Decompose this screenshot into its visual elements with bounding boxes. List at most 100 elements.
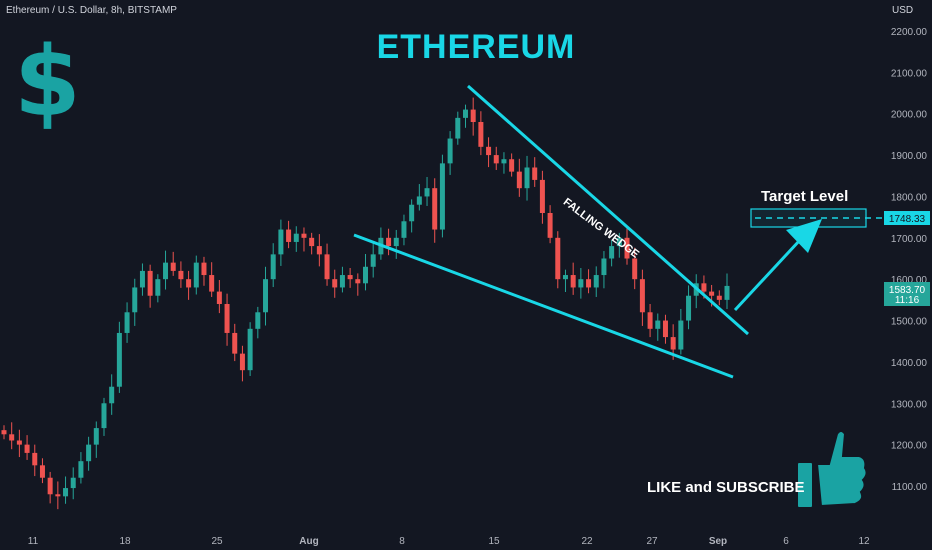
candle-body [355,279,361,284]
candle-body [309,237,315,247]
y-tick-label: 1800.00 [891,192,928,203]
arrow-up-right-icon [733,219,822,312]
candle-body [601,258,607,276]
y-tick-label: 1600.00 [891,275,928,286]
y-tick-label: 1500.00 [891,317,928,328]
x-tick-label: 12 [858,536,870,547]
candle-body [9,434,15,441]
candle-body [724,285,730,300]
candle-body [286,229,292,242]
candle-body [439,163,445,230]
candle-body [293,233,299,242]
candle-body [470,109,476,122]
y-tick-label: 1400.00 [891,358,928,369]
candle-body [301,233,307,238]
candle-body [539,179,545,213]
y-tick-label: 1100.00 [892,482,928,493]
candle-body [86,444,92,462]
svg-text:1748.33: 1748.33 [889,214,926,225]
candle-body [147,270,153,296]
x-tick-label: 8 [399,536,405,547]
candle-body [78,461,84,478]
candle-body [516,171,522,189]
x-tick-label: Sep [709,536,727,547]
candle-body [586,279,592,288]
candle-body [124,312,130,333]
candle-body [109,386,115,404]
y-tick-label: 2000.00 [891,110,928,121]
candle-body [178,270,184,280]
x-tick-label: 25 [211,536,223,547]
candle-body [701,283,707,292]
x-tick-label: 6 [783,536,789,547]
candle-body [486,146,492,156]
chart-title-text: ETHEREUM [376,28,576,66]
candle-body [332,279,338,288]
svg-text:11:16: 11:16 [895,295,920,306]
candle-body [616,237,622,247]
candle-body [139,270,145,288]
y-tick-label: 2100.00 [891,68,928,79]
candle-body [478,122,484,147]
candle-body [393,237,399,247]
candle-body [47,477,53,495]
candle-body [524,167,530,189]
candle-body [255,312,261,329]
candle-body [709,291,715,296]
svg-text:1583.70: 1583.70 [889,285,926,296]
x-tick-label: Aug [299,536,318,547]
candle-body [678,320,684,350]
candle-body [70,477,76,489]
candle-body [686,295,692,321]
candle-body [247,328,253,371]
target-price-tag: 1748.33 [884,211,930,225]
candle-body [224,304,230,333]
candle-body [532,167,538,180]
candle-body [562,275,568,280]
x-tick-label: 22 [581,536,593,547]
candle-body [163,262,169,280]
candle-body [493,155,499,164]
thumbs-up-icon [796,430,868,509]
y-tick-label: 1300.00 [891,399,928,410]
symbol-info: Ethereum / U.S. Dollar, 8h, BITSTAMP [6,5,177,16]
candle-body [370,254,376,267]
candle-body [432,188,438,230]
candle-body [347,275,353,280]
candle-body [386,237,392,247]
candles [1,97,730,510]
dollar-icon: $ [14,26,81,138]
candle-body [501,159,507,164]
candle-body [547,213,553,238]
candle-body [339,275,345,288]
time-axis: 11 18 25 Aug 8 15 22 27 Sep 6 12 [28,536,870,547]
wedge-upper-trendline [467,84,749,336]
candle-body [570,275,576,288]
currency-label: USD [892,5,914,16]
wedge-lower-trendline [353,233,734,379]
candle-body [316,246,322,255]
candle-body [662,320,668,338]
y-tick-label: 2200.00 [891,27,928,38]
y-tick-label: 1900.00 [891,151,928,162]
candle-body [401,221,407,238]
x-tick-label: 18 [119,536,131,547]
candle-body [55,494,61,497]
candle-body [324,254,330,280]
candle-body [63,488,69,497]
target-label: Target Level [761,188,849,205]
candle-body [116,332,122,387]
candle-body [716,295,722,300]
candle-body [670,337,676,350]
candle-body [655,320,661,329]
candle-body [363,266,368,284]
candle-body [16,440,22,445]
candle-body [578,279,584,288]
candle-body [239,353,245,371]
candle-body [263,279,269,313]
x-tick-label: 27 [646,536,658,547]
candle-body [132,287,138,313]
candle-body [555,237,561,280]
candle-body [416,196,422,205]
